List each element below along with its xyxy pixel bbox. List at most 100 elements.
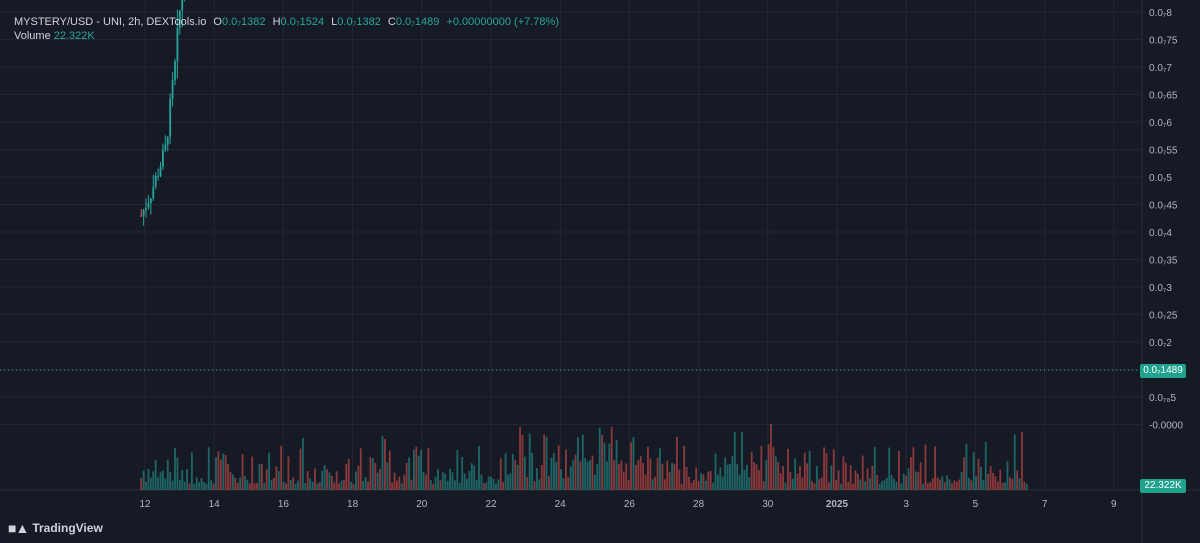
- volume-bar: [219, 459, 222, 490]
- volume-bar: [835, 480, 838, 490]
- volume-bar: [663, 479, 666, 490]
- volume-bar: [145, 481, 147, 490]
- volume-bar: [762, 481, 765, 490]
- volume-bar: [507, 474, 509, 490]
- volume-bar: [326, 469, 328, 490]
- volume-bar: [229, 471, 232, 490]
- volume-bar: [318, 482, 321, 490]
- volume-bar: [434, 476, 437, 490]
- volume-bar: [181, 469, 184, 490]
- volume-bar: [1013, 434, 1016, 490]
- volume-bar: [463, 473, 466, 490]
- volume-bar: [661, 464, 664, 490]
- volume-bar: [760, 445, 763, 490]
- volume-bar: [912, 447, 915, 490]
- volume-bar: [487, 476, 490, 490]
- volume-bar: [649, 458, 652, 490]
- tradingview-logo[interactable]: ■▲ TradingView: [8, 520, 103, 536]
- volume-bar: [357, 465, 360, 490]
- volume-bar: [304, 483, 307, 490]
- volume-bar: [989, 466, 992, 490]
- volume-bar: [719, 467, 722, 490]
- volume-bar: [847, 481, 850, 490]
- volume-bar: [548, 476, 550, 490]
- volume-bar: [811, 480, 813, 490]
- volume-bar: [779, 473, 782, 490]
- x-tick-label: 24: [555, 499, 567, 510]
- volume-bar: [753, 462, 756, 490]
- volume-bar: [321, 470, 324, 490]
- volume-bar: [931, 478, 934, 490]
- volume-bar: [333, 482, 336, 490]
- volume-bar: [154, 459, 157, 490]
- symbol-title[interactable]: MYSTERY/USD - UNI, 2h, DEXTools.io: [14, 16, 207, 28]
- volume-bar: [750, 452, 753, 490]
- volume-bar: [152, 471, 155, 490]
- volume-bar: [1016, 470, 1019, 490]
- volume-bar: [270, 479, 273, 490]
- volume-bar: [480, 474, 483, 490]
- x-tick-label: 18: [347, 499, 359, 510]
- volume-bar: [673, 463, 676, 490]
- volume-bar: [929, 482, 932, 490]
- candle-body: [142, 209, 145, 216]
- volume-bar: [786, 448, 789, 490]
- candle-body: [140, 215, 143, 217]
- volume-bar: [367, 481, 369, 490]
- y-tick-label: 0.0₇55: [1149, 146, 1178, 157]
- volume-bar: [675, 436, 678, 490]
- candle-body: [157, 176, 160, 178]
- volume-bar: [1006, 461, 1009, 490]
- volume-bar: [482, 483, 485, 490]
- volume-bar: [523, 456, 526, 490]
- volume-label[interactable]: Volume: [14, 30, 51, 42]
- volume-bar: [345, 464, 348, 490]
- volume-bar: [502, 481, 505, 490]
- volume-bar: [280, 445, 283, 490]
- volume-bar: [666, 460, 669, 490]
- volume-bar: [702, 474, 705, 490]
- volume-bar: [864, 481, 867, 490]
- volume-bar: [869, 478, 871, 490]
- candle-body: [145, 207, 147, 210]
- volume-bar: [726, 464, 729, 490]
- volume-bar: [227, 464, 229, 490]
- volume-bar: [943, 482, 946, 490]
- volume-bar: [656, 457, 659, 490]
- volume-bar: [557, 445, 560, 490]
- x-tick-label: 7: [1042, 499, 1048, 510]
- volume-bar: [910, 457, 912, 490]
- volume-bar: [388, 450, 391, 490]
- volume-bar: [615, 439, 618, 490]
- volume-bar: [1001, 482, 1004, 490]
- volume-bar: [613, 460, 616, 490]
- volume-bar: [400, 483, 403, 490]
- volume-bar: [485, 482, 488, 490]
- volume-bar: [169, 472, 172, 490]
- volume-bar: [552, 453, 555, 490]
- volume-bar: [876, 475, 879, 490]
- volume-bar: [174, 447, 176, 490]
- volume-bar: [572, 460, 575, 490]
- volume-bar: [403, 474, 406, 490]
- volume-bar: [642, 463, 645, 490]
- volume-bar: [470, 463, 473, 490]
- volume-bar: [248, 483, 251, 490]
- volume-bar: [340, 480, 343, 490]
- volume-bar: [902, 473, 905, 490]
- volume-bar: [905, 475, 908, 490]
- volume-bar: [733, 432, 736, 490]
- volume-bar: [514, 460, 517, 490]
- x-tick-label: 16: [278, 499, 290, 510]
- x-tick-label: 26: [624, 499, 636, 510]
- volume-bar: [955, 481, 958, 490]
- volume-bar: [982, 480, 985, 490]
- volume-bar: [878, 483, 881, 490]
- volume-bar: [755, 464, 758, 490]
- low-label: L: [331, 16, 338, 28]
- volume-bar: [543, 434, 546, 490]
- volume-bar: [432, 483, 435, 490]
- volume-bar: [444, 473, 447, 490]
